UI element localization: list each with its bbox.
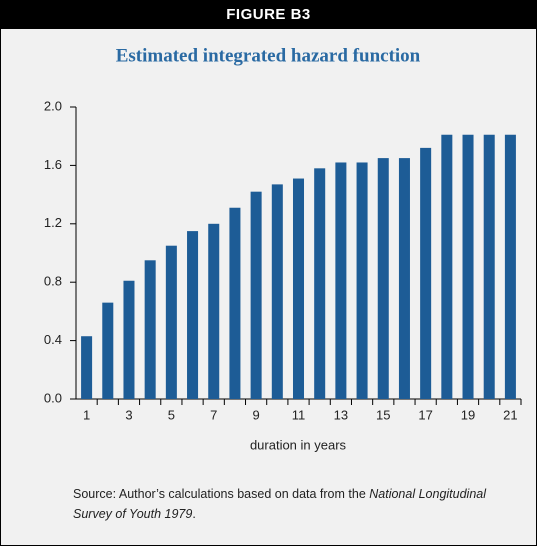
x-tick-label: 11 [292, 407, 306, 422]
y-tick-label: 0.0 [44, 390, 62, 405]
bar [335, 162, 347, 399]
chart: Estimated integrated hazard function dur… [44, 45, 522, 452]
bar [208, 223, 220, 399]
x-axis-label: duration in years [250, 437, 347, 452]
bar [314, 168, 326, 399]
bar [187, 231, 199, 399]
bar [377, 158, 389, 399]
bar [483, 134, 495, 400]
bar [250, 191, 262, 399]
bar [144, 260, 156, 399]
y-tick-label: 0.8 [44, 274, 62, 289]
bar [441, 134, 453, 400]
x-tick-label: 7 [210, 407, 217, 422]
source-italic: National Longitudinal Survey of Youth 19… [73, 487, 487, 521]
x-tick-label: 5 [168, 407, 175, 422]
bar [165, 245, 177, 399]
y-tick-label: 1.2 [44, 215, 62, 230]
y-tick-label: 1.6 [44, 157, 62, 172]
source-note: Source: Author’s calculations based on d… [73, 484, 523, 524]
bar [356, 162, 368, 399]
x-tick-label: 15 [376, 407, 390, 422]
source-text: . [192, 507, 196, 521]
y-tick-label: 0.4 [44, 332, 62, 347]
x-tick-label: 13 [334, 407, 348, 422]
source-text: Source: Author’s calculations based on d… [73, 487, 370, 501]
bar [81, 336, 93, 399]
bar [420, 147, 432, 399]
bar [292, 178, 305, 399]
y-tick-label: 2.0 [44, 98, 62, 113]
x-tick-label: 1 [83, 407, 90, 422]
bar [229, 207, 241, 399]
bar [123, 280, 135, 399]
bar [398, 158, 410, 399]
bar [462, 134, 474, 400]
x-tick-label: 17 [418, 407, 432, 422]
bar [102, 302, 114, 399]
x-tick-label: 19 [461, 407, 475, 422]
chart-title: Estimated integrated hazard function [116, 45, 421, 66]
x-tick-label: 3 [125, 407, 132, 422]
x-tick-label: 9 [253, 407, 260, 422]
bar [504, 134, 516, 400]
bar [271, 184, 283, 399]
figure-header: FIGURE B3 [1, 1, 536, 29]
x-tick-label: 21 [503, 407, 517, 422]
